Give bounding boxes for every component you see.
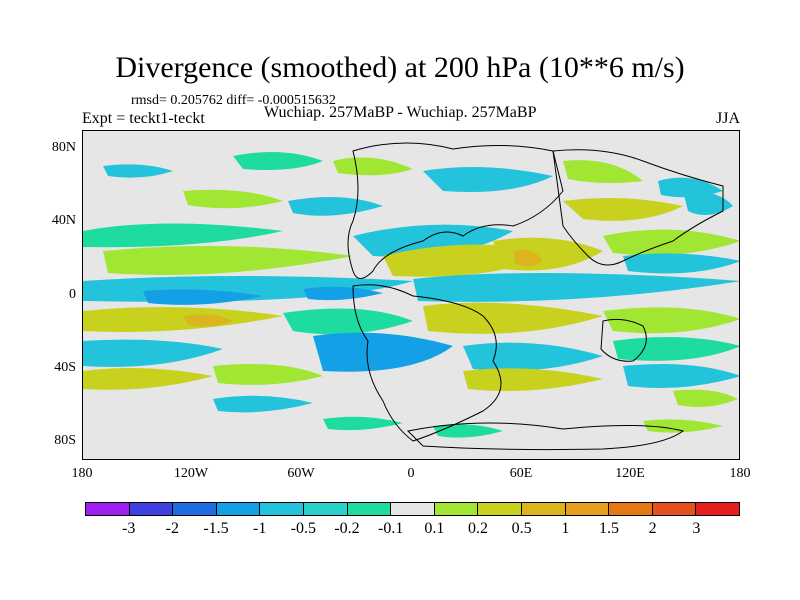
lon-label-180e: 180 — [729, 466, 751, 481]
colorbar-label: 0.5 — [511, 520, 532, 537]
colorbar-label: -0.1 — [377, 520, 404, 537]
divergence-field — [83, 152, 739, 438]
lon-label-60w: 60W — [287, 466, 315, 481]
experiment-label: Expt = teckt1-teckt — [82, 110, 205, 127]
colorbar-box — [303, 503, 348, 515]
colorbar-label: 0.2 — [468, 520, 488, 537]
colorbar-box — [521, 503, 566, 515]
plot-title: Divergence (smoothed) at 200 hPa (10**6 … — [115, 51, 685, 84]
colorbar-box — [86, 503, 130, 515]
colorbar-box — [173, 503, 217, 515]
lon-label-180w: 180 — [71, 466, 93, 481]
divergence-map — [83, 142, 739, 451]
lat-label-40s: 40S — [54, 360, 76, 375]
colorbar-box — [609, 503, 653, 515]
lon-label-120e: 120E — [615, 466, 645, 481]
colorbar-box — [652, 503, 697, 515]
lon-label-120w: 120W — [173, 466, 209, 481]
colorbar-label: -0.5 — [290, 520, 316, 537]
lon-label-0: 0 — [407, 466, 415, 481]
colorbar-label: 1.5 — [599, 520, 619, 537]
colorbar-label: -1.5 — [203, 520, 229, 537]
colorbar-box — [129, 503, 174, 515]
colorbar-label: 2 — [648, 520, 657, 537]
colorbar-label: -1 — [252, 520, 267, 537]
colorbar-label: -0.2 — [334, 520, 360, 537]
colorbar-label: 1 — [561, 520, 570, 537]
lat-label-80n: 80N — [51, 140, 76, 155]
colorbar-box — [565, 503, 610, 515]
colorbar-box — [696, 503, 739, 515]
season-label: JJA — [716, 110, 741, 127]
colorbar-box — [347, 503, 392, 515]
colorbar-label: -3 — [121, 520, 136, 537]
lon-label-60e: 60E — [509, 466, 533, 481]
run-comparison-label: Wuchiap. 257MaBP - Wuchiap. 257MaBP — [264, 104, 537, 121]
colorbar-box — [216, 503, 261, 515]
colorbar-label: -2 — [165, 520, 179, 537]
colorbar — [85, 502, 740, 516]
colorbar-label: 3 — [692, 520, 701, 537]
colorbar-box — [391, 503, 435, 515]
stats-text: rmsd= 0.205762 diff= -0.000515632 — [131, 93, 336, 108]
colorbar-label: 0.1 — [424, 520, 445, 537]
map-plot-area — [82, 130, 740, 460]
lat-label-80s: 80S — [54, 433, 76, 448]
colorbar-box — [478, 503, 522, 515]
lat-label-40n: 40N — [51, 213, 76, 228]
lat-label-eq: 0 — [69, 287, 76, 302]
coastlines — [347, 142, 724, 451]
colorbar-box — [260, 503, 304, 515]
colorbar-box — [434, 503, 479, 515]
